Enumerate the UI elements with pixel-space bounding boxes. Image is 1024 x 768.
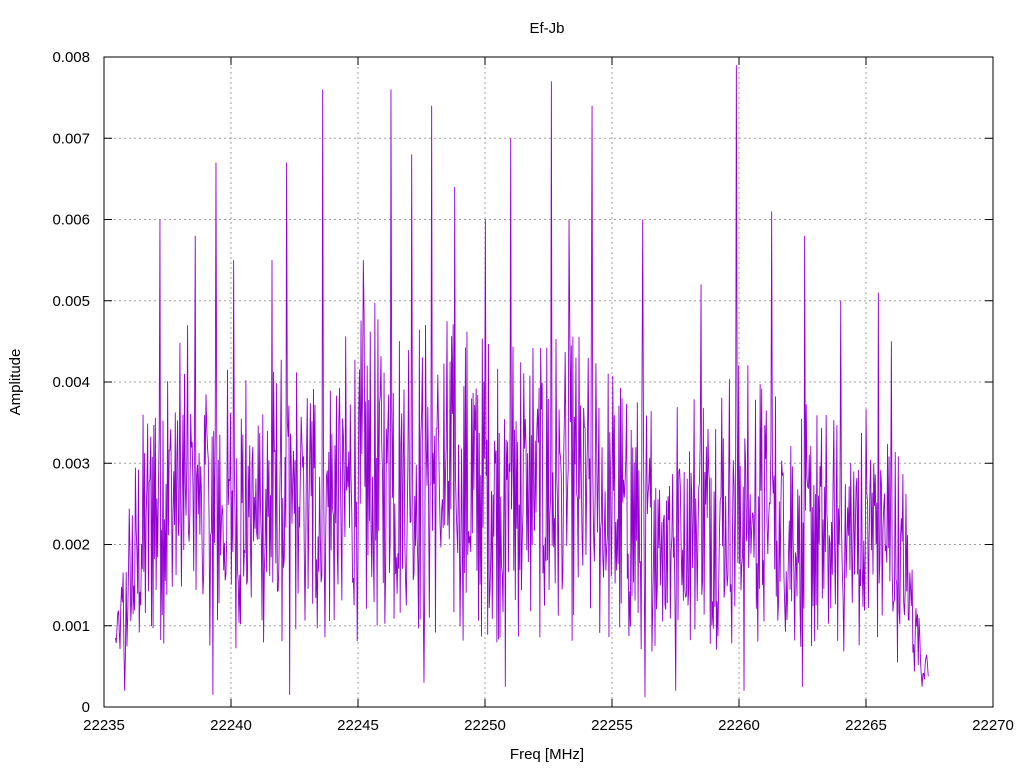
y-tick-label: 0.003 (52, 455, 90, 472)
y-tick-label: 0.004 (52, 374, 90, 391)
x-tick-labels: 22235 22240 22245 22250 22255 22260 22265 22270 (83, 717, 1014, 734)
x-tick-label: 22245 (337, 717, 379, 734)
x-tick-label: 22270 (972, 717, 1014, 734)
x-tick-label: 22235 (83, 717, 125, 734)
y-tick-label: 0.005 (52, 293, 90, 310)
y-tick-label: 0.002 (52, 537, 90, 554)
y-tick-label: 0.007 (52, 130, 90, 147)
axis-ticks (103, 56, 994, 708)
data-series (114, 65, 929, 698)
y-tick-label: 0.006 (52, 212, 90, 229)
x-tick-label: 22255 (591, 717, 633, 734)
x-tick-label: 22240 (210, 717, 252, 734)
chart-title: Ef-Jb (529, 20, 564, 37)
y-tick-label: 0 (82, 699, 90, 716)
x-tick-label: 22260 (718, 717, 760, 734)
x-tick-label: 22250 (464, 717, 506, 734)
y-tick-labels: 0 0.001 0.002 0.003 0.004 0.005 0.006 0.007 0.00… (52, 49, 90, 716)
x-tick-label: 22265 (845, 717, 887, 734)
y-tick-label: 0.001 (52, 618, 90, 635)
series-line (114, 65, 929, 698)
y-tick-label: 0.008 (52, 49, 90, 66)
x-axis-title: Freq [MHz] (510, 746, 584, 763)
y-axis-title: Amplitude (7, 349, 24, 416)
